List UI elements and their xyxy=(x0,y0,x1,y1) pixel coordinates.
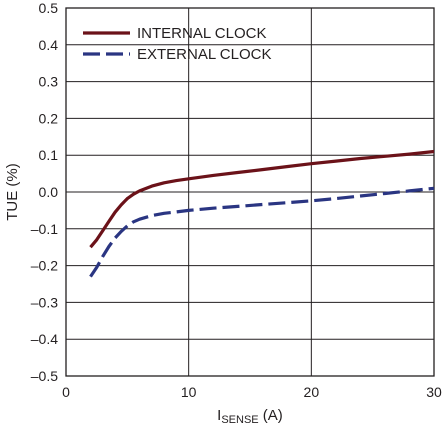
x-axis-label-main: I xyxy=(217,407,221,424)
y-tick-label: –0.4 xyxy=(31,331,58,347)
legend-label-2: EXTERNAL CLOCK xyxy=(137,46,271,63)
grid xyxy=(66,8,434,376)
y-axis-label: TUE (%) xyxy=(4,163,21,221)
x-tick-label: 30 xyxy=(426,384,442,400)
series-line-2 xyxy=(89,186,435,278)
x-tick-labels: 0 10 20 30 xyxy=(62,384,442,400)
series-line-1 xyxy=(89,149,435,249)
x-axis-label: ISENSE (A) xyxy=(217,407,283,426)
x-tick-label: 0 xyxy=(62,384,70,400)
x-tick-label: 20 xyxy=(304,384,320,400)
y-tick-label: 0.5 xyxy=(39,0,59,16)
x-tick-label: 10 xyxy=(181,384,197,400)
x-axis-label-subscript: SENSE xyxy=(221,414,258,426)
plot-frame xyxy=(65,7,435,377)
y-tick-label: –0.3 xyxy=(31,294,58,310)
series-lines xyxy=(89,149,435,278)
y-tick-label: –0.5 xyxy=(31,368,58,384)
y-tick-label: 0.2 xyxy=(39,110,59,126)
y-tick-label: –0.2 xyxy=(31,258,58,274)
legend: INTERNAL CLOCK EXTERNAL CLOCK xyxy=(83,25,271,63)
y-tick-label: 0.4 xyxy=(39,37,59,53)
y-tick-label: 0.0 xyxy=(39,184,59,200)
y-tick-label: –0.1 xyxy=(31,221,58,237)
y-tick-labels: –0.5 –0.4 –0.3 –0.2 –0.1 0.0 0.1 0.2 0.3 0.4 0.5 xyxy=(31,0,58,384)
y-tick-label: 0.3 xyxy=(39,74,59,90)
y-tick-label: 0.1 xyxy=(39,147,59,163)
legend-label-1: INTERNAL CLOCK xyxy=(137,25,266,42)
x-axis-label-unit: (A) xyxy=(259,407,283,424)
